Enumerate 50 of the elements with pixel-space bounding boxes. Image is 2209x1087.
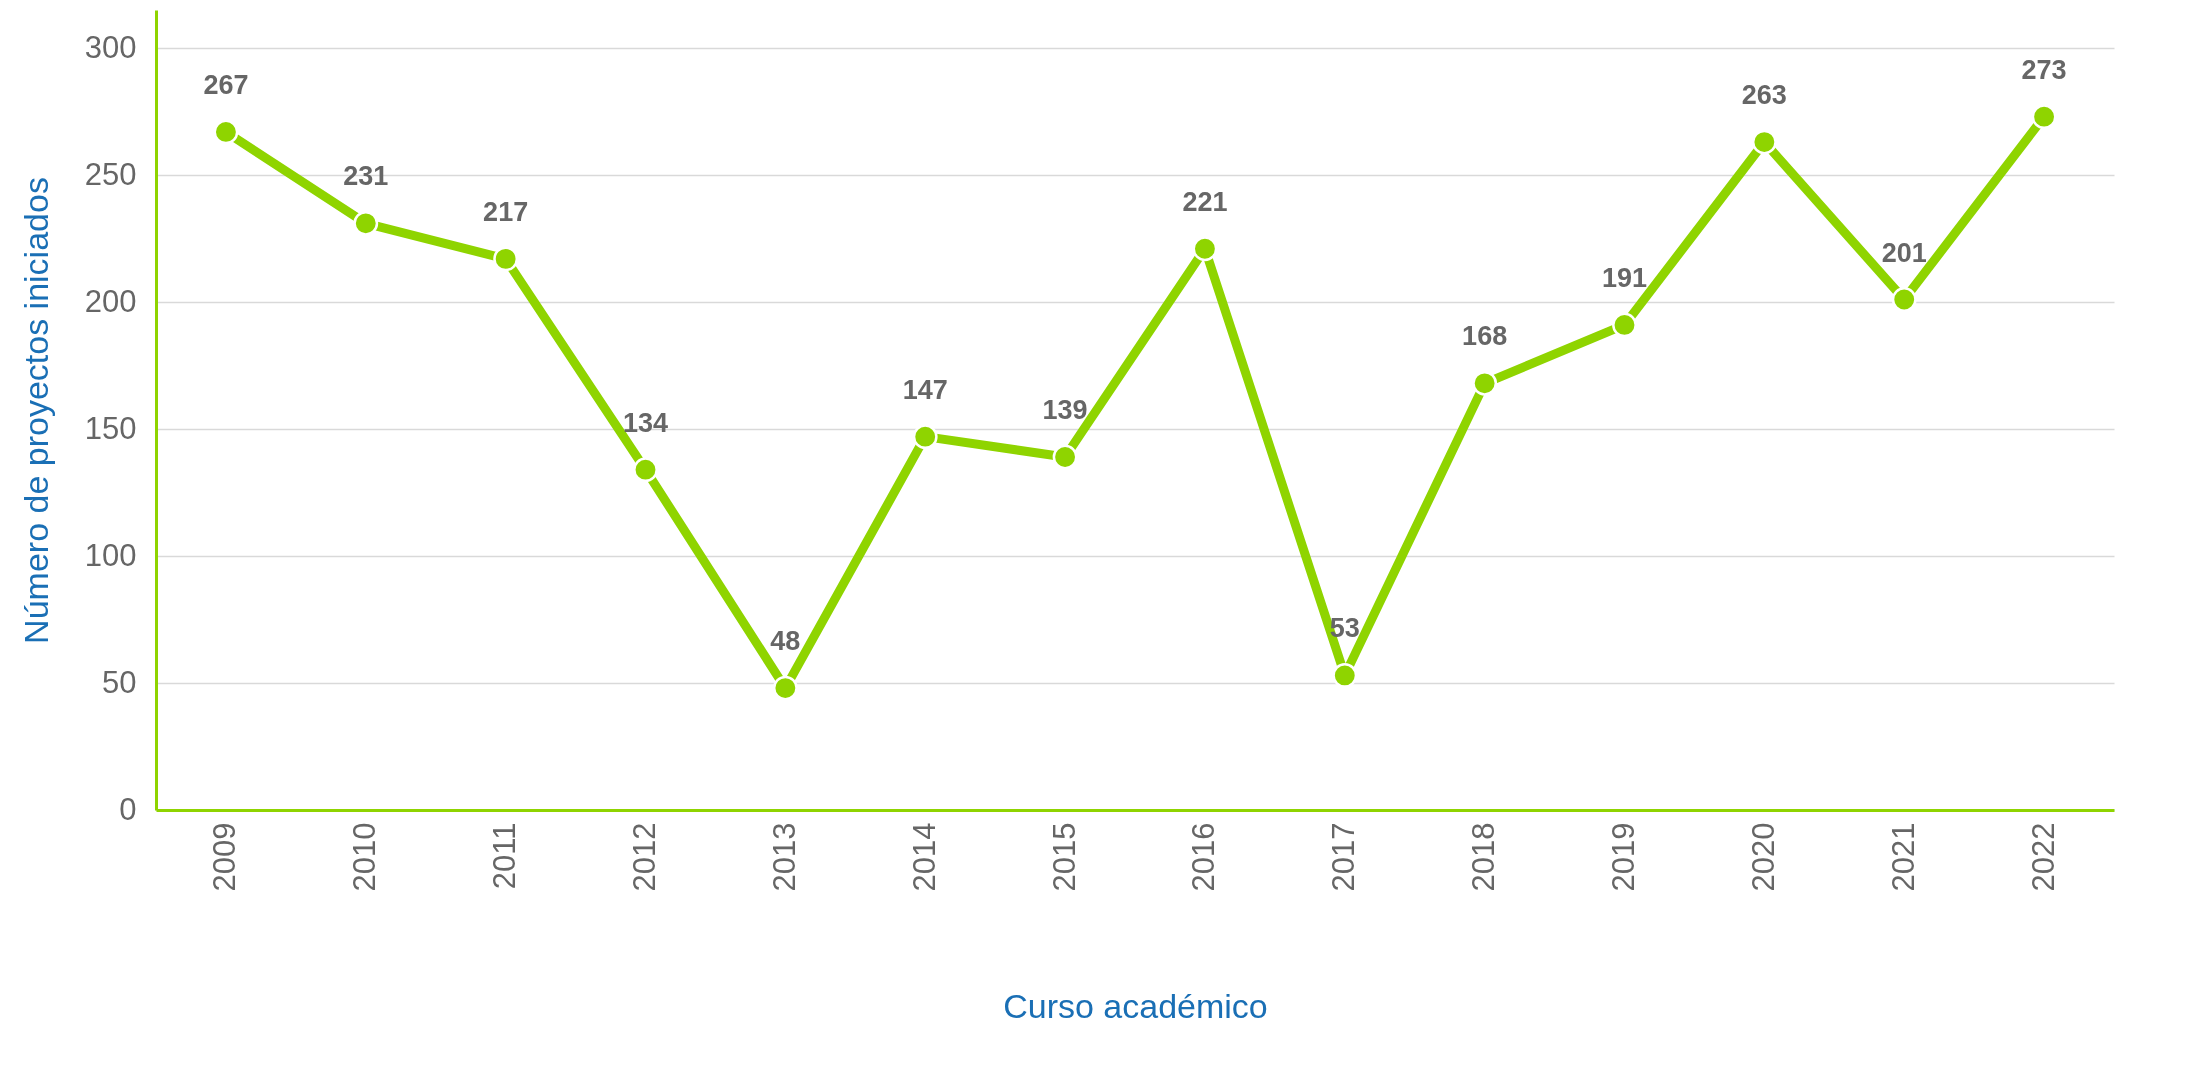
data-label: 147 bbox=[902, 374, 948, 405]
x-axis-title: Curso académico bbox=[1003, 987, 1268, 1026]
x-tick-label: 2020 bbox=[1745, 822, 1781, 892]
x-tick-label: 2017 bbox=[1326, 822, 1362, 892]
x-tick-label: 2009 bbox=[207, 822, 243, 892]
point bbox=[1332, 662, 1358, 688]
x-tick-label: 2018 bbox=[1466, 822, 1502, 892]
x-tick-label: 2016 bbox=[1186, 822, 1222, 892]
data-label: 139 bbox=[1042, 394, 1088, 425]
x-tick-label: 2019 bbox=[1606, 822, 1641, 892]
point bbox=[633, 457, 658, 483]
y-tick-label: 300 bbox=[84, 29, 137, 65]
point bbox=[772, 675, 798, 701]
point bbox=[1052, 444, 1078, 470]
x-tick-label: 2014 bbox=[906, 822, 942, 892]
x-tick-label: 2021 bbox=[1885, 822, 1921, 892]
data-label: 217 bbox=[483, 196, 529, 227]
data-label: 134 bbox=[622, 407, 669, 438]
y-axis-title: Número de proyectos iniciados bbox=[16, 177, 55, 644]
data-label: 273 bbox=[2021, 54, 2067, 85]
y-tick-label: 100 bbox=[84, 537, 137, 573]
data-label: 267 bbox=[203, 69, 249, 100]
y-tick-label: 0 bbox=[119, 791, 137, 827]
x-tick-label: 2022 bbox=[2025, 822, 2061, 892]
point bbox=[353, 210, 379, 236]
y-tick-label: 250 bbox=[84, 156, 137, 192]
point bbox=[213, 119, 239, 145]
y-tick-label: 50 bbox=[102, 664, 137, 700]
data-label: 48 bbox=[770, 626, 801, 657]
x-tick-label: 2015 bbox=[1046, 822, 1082, 892]
data-label: 263 bbox=[1741, 80, 1787, 111]
x-tick-label: 2011 bbox=[487, 822, 523, 890]
x-tick-label: 2013 bbox=[766, 822, 802, 892]
point bbox=[1751, 129, 1777, 155]
x-tick-label: 2010 bbox=[347, 822, 383, 892]
data-label: 221 bbox=[1182, 186, 1228, 217]
x-tick-label: 2012 bbox=[627, 822, 662, 892]
data-label: 168 bbox=[1462, 321, 1508, 352]
y-tick-label: 200 bbox=[84, 283, 137, 319]
data-label: 201 bbox=[1881, 237, 1927, 268]
point bbox=[1472, 370, 1498, 396]
y-tick-label: 150 bbox=[84, 410, 137, 446]
point bbox=[493, 246, 519, 272]
point bbox=[1891, 287, 1917, 312]
point bbox=[912, 424, 938, 450]
data-label: 231 bbox=[343, 161, 389, 192]
point bbox=[2031, 104, 2057, 130]
point bbox=[1192, 236, 1218, 262]
point bbox=[1612, 312, 1637, 338]
data-label: 191 bbox=[1601, 262, 1648, 293]
